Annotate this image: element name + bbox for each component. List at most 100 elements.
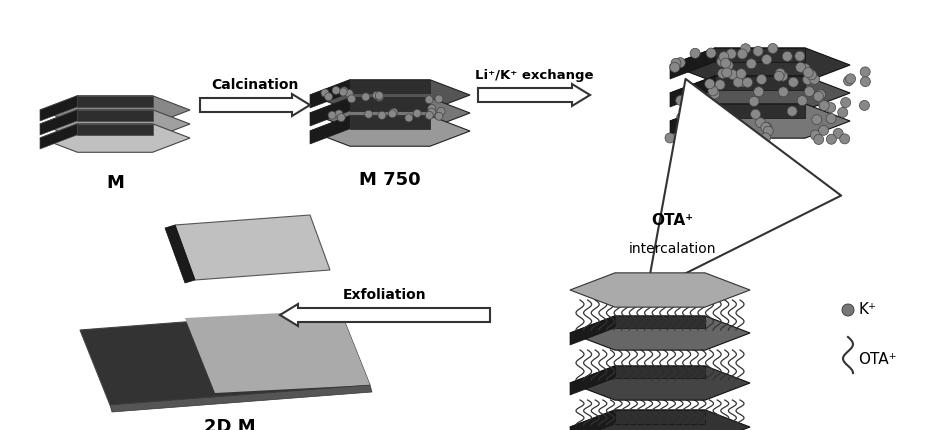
Text: Calcination: Calcination	[211, 78, 298, 92]
Circle shape	[705, 79, 714, 89]
Circle shape	[814, 135, 824, 144]
Polygon shape	[478, 84, 590, 106]
Polygon shape	[280, 304, 490, 326]
Circle shape	[719, 52, 729, 61]
Circle shape	[861, 77, 870, 86]
Polygon shape	[40, 124, 78, 149]
Polygon shape	[570, 273, 750, 307]
Circle shape	[665, 133, 675, 143]
Circle shape	[763, 126, 773, 136]
Circle shape	[819, 100, 828, 110]
Circle shape	[819, 101, 829, 111]
Text: OTA⁺: OTA⁺	[651, 213, 693, 228]
Polygon shape	[570, 410, 750, 430]
Circle shape	[782, 51, 792, 61]
Polygon shape	[670, 104, 715, 135]
Polygon shape	[310, 116, 470, 146]
Circle shape	[813, 91, 824, 101]
Circle shape	[826, 114, 836, 123]
Polygon shape	[715, 76, 805, 90]
Circle shape	[722, 68, 732, 78]
Circle shape	[337, 114, 345, 122]
Circle shape	[375, 93, 384, 101]
Circle shape	[737, 49, 748, 59]
Circle shape	[706, 48, 716, 58]
Polygon shape	[175, 215, 330, 280]
Polygon shape	[715, 48, 805, 62]
Polygon shape	[310, 80, 470, 110]
Circle shape	[710, 89, 720, 99]
Circle shape	[339, 88, 348, 96]
Circle shape	[389, 110, 396, 118]
Circle shape	[762, 123, 772, 132]
Polygon shape	[40, 124, 190, 152]
Circle shape	[840, 134, 849, 144]
Circle shape	[679, 126, 690, 137]
Circle shape	[774, 71, 784, 81]
Circle shape	[761, 122, 770, 132]
Circle shape	[428, 108, 436, 116]
Circle shape	[809, 74, 820, 84]
Polygon shape	[40, 96, 78, 121]
Polygon shape	[570, 366, 750, 400]
Text: intercalation: intercalation	[628, 242, 715, 256]
Circle shape	[807, 70, 817, 80]
Polygon shape	[185, 310, 370, 393]
Polygon shape	[570, 316, 750, 350]
Circle shape	[435, 95, 443, 103]
Circle shape	[675, 95, 686, 105]
Circle shape	[788, 77, 798, 87]
Circle shape	[365, 110, 372, 118]
Circle shape	[332, 86, 340, 95]
Circle shape	[860, 67, 870, 77]
Circle shape	[844, 76, 854, 86]
Circle shape	[846, 74, 856, 84]
Polygon shape	[110, 385, 372, 412]
Circle shape	[682, 123, 692, 132]
Polygon shape	[570, 366, 615, 395]
Polygon shape	[40, 110, 190, 138]
Circle shape	[775, 68, 785, 78]
Text: Li⁺/K⁺ exchange: Li⁺/K⁺ exchange	[475, 69, 593, 82]
Polygon shape	[715, 104, 805, 118]
Circle shape	[676, 112, 687, 123]
Circle shape	[724, 119, 734, 129]
Circle shape	[717, 57, 727, 67]
Circle shape	[340, 87, 348, 95]
Polygon shape	[310, 116, 350, 144]
Circle shape	[733, 77, 743, 87]
Polygon shape	[78, 110, 153, 121]
Circle shape	[721, 58, 731, 68]
Circle shape	[435, 112, 443, 120]
Circle shape	[675, 58, 685, 68]
Text: Li-M 750: Li-M 750	[732, 174, 818, 192]
Circle shape	[842, 304, 854, 316]
Text: M: M	[106, 174, 124, 192]
Polygon shape	[670, 76, 715, 107]
Circle shape	[722, 123, 732, 133]
Polygon shape	[670, 48, 715, 79]
Circle shape	[788, 106, 797, 116]
Circle shape	[679, 106, 689, 116]
Circle shape	[362, 93, 370, 101]
Polygon shape	[310, 80, 350, 108]
Polygon shape	[670, 104, 850, 138]
Polygon shape	[78, 124, 153, 135]
Polygon shape	[615, 316, 705, 328]
Circle shape	[736, 69, 747, 79]
Circle shape	[321, 89, 329, 97]
Circle shape	[743, 77, 752, 87]
Polygon shape	[200, 94, 310, 116]
Text: 2D M: 2D M	[204, 418, 256, 430]
Circle shape	[688, 135, 697, 145]
Circle shape	[795, 51, 805, 61]
Circle shape	[689, 105, 699, 115]
Circle shape	[778, 71, 788, 81]
Circle shape	[800, 64, 810, 74]
Circle shape	[670, 62, 680, 72]
Circle shape	[426, 111, 433, 120]
Circle shape	[833, 129, 844, 138]
Polygon shape	[310, 98, 470, 128]
Polygon shape	[310, 98, 350, 126]
Circle shape	[728, 70, 738, 80]
